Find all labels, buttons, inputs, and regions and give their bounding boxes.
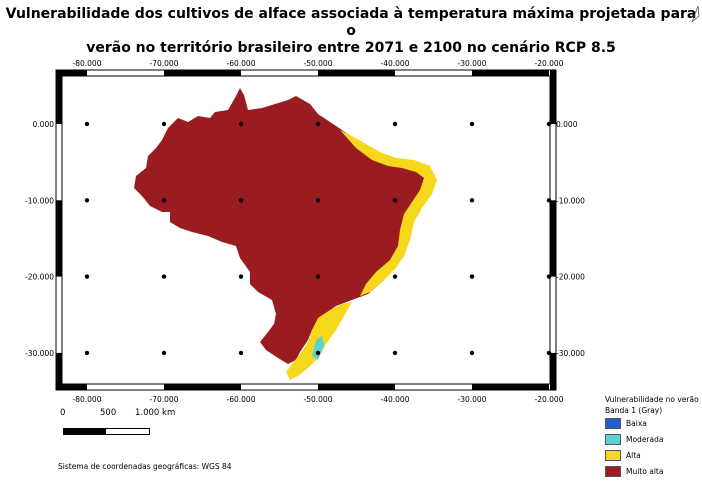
graticule-point	[84, 350, 90, 356]
scale-label-1000: 1.000 km	[135, 408, 176, 418]
graticule-point	[546, 198, 552, 203]
frame-tick	[550, 70, 556, 124]
graticule-point	[392, 121, 398, 127]
frame-tick	[472, 70, 549, 76]
graticule-point	[315, 350, 321, 356]
frame-tick	[56, 200, 62, 277]
lon-label-bottom: -40.000	[381, 395, 410, 404]
legend-title: Vulnerabilidade no verão	[605, 395, 699, 404]
lon-label-bottom: -60.000	[227, 395, 256, 404]
crs-note: Sistema de coordenadas geográficas: WGS …	[58, 462, 232, 471]
legend-swatch	[605, 417, 621, 429]
graticule-point	[161, 198, 167, 203]
lat-label-left: 0.000	[33, 120, 55, 129]
legend-label: Baixa	[626, 418, 647, 428]
lat-label-right: -30.000	[556, 349, 585, 358]
legend-band: Banda 1 (Gray)	[605, 406, 663, 415]
graticule-point	[469, 350, 475, 356]
legend-label: Muito alta	[626, 466, 664, 476]
frame-tick	[550, 352, 556, 390]
legend-item: Muito alta	[605, 463, 702, 479]
frame-tick	[550, 200, 556, 277]
graticule-point	[238, 198, 244, 203]
lon-label-top: -50.000	[304, 59, 333, 68]
lon-label-top: -30.000	[458, 59, 487, 68]
graticule-point	[392, 350, 398, 356]
graticule-point	[546, 350, 552, 356]
graticule-point	[161, 350, 167, 356]
graticule-point	[392, 274, 398, 279]
graticule-point	[84, 121, 90, 127]
map-title-line2: verão no território brasileiro entre 207…	[86, 40, 616, 56]
scale-label-0: 0	[60, 408, 66, 418]
graticule-point	[469, 274, 475, 279]
lat-label-left: -10.000	[25, 196, 54, 205]
graticule-point	[84, 274, 90, 279]
graticule-point	[238, 350, 244, 356]
brazil-region-moderada	[312, 336, 324, 360]
lon-label-top: -40.000	[381, 59, 410, 68]
graticule-point	[546, 121, 552, 127]
graticule: -80.000 -80.000 -70.000 -70.000 -60.000 -60.0…	[25, 59, 585, 404]
lon-label-bottom: -80.000	[73, 395, 102, 404]
lat-label-left: -30.000	[25, 349, 54, 358]
graticule-point	[238, 121, 244, 127]
brazil-region-alta-east	[340, 130, 437, 296]
lon-label-bottom: -20.000	[535, 395, 564, 404]
lat-label-right: -10.000	[556, 196, 585, 205]
frame-tick	[164, 70, 241, 76]
graticule-point	[392, 198, 398, 203]
lon-label-bottom: -50.000	[304, 395, 333, 404]
legend-item: Baixa	[605, 415, 702, 431]
map-title: Vulnerabilidade dos cultivos de alface a…	[0, 6, 702, 57]
graticule-point	[315, 121, 321, 127]
frame-tick	[472, 384, 549, 390]
lon-label-bottom: -70.000	[150, 395, 179, 404]
legend-swatch	[605, 465, 621, 477]
map-title-line1: Vulnerabilidade dos cultivos de alface a…	[5, 6, 697, 39]
graticule-point	[546, 274, 552, 279]
lon-label-top: -60.000	[227, 59, 256, 68]
legend-label: Alta	[626, 450, 641, 460]
lat-label-right: -20.000	[556, 273, 585, 282]
frame-tick	[56, 352, 62, 390]
graticule-point	[238, 274, 244, 279]
legend-item: Moderada	[605, 431, 702, 447]
lon-label-top: -70.000	[150, 59, 179, 68]
frame-tick	[318, 384, 395, 390]
graticule-point	[84, 198, 90, 203]
legend-swatch	[605, 449, 621, 461]
legend-item: Alta	[605, 447, 702, 463]
lat-label-left: -20.000	[25, 273, 54, 282]
scale-label-500: 500	[100, 408, 117, 418]
frame-tick	[56, 70, 87, 76]
scale-bar-graphic	[63, 428, 150, 435]
lat-label-right: 0.000	[556, 120, 578, 129]
frame-tick	[56, 70, 62, 124]
north-arrow-icon	[691, 5, 700, 23]
lon-label-bottom: -30.000	[458, 395, 487, 404]
graticule-point	[315, 274, 321, 279]
lon-label-top: -20.000	[535, 59, 564, 68]
graticule-point	[315, 198, 321, 203]
frame-tick	[318, 70, 395, 76]
legend: Vulnerabilidade no verão Banda 1 (Gray) …	[592, 395, 702, 479]
lon-label-top: -80.000	[73, 59, 102, 68]
graticule-point	[161, 274, 167, 279]
frame-tick	[56, 384, 87, 390]
legend-swatch	[605, 433, 621, 445]
frame-tick	[164, 384, 241, 390]
graticule-point	[161, 121, 167, 127]
graticule-point	[469, 121, 475, 127]
legend-label: Moderada	[626, 434, 664, 444]
graticule-point	[469, 198, 475, 203]
